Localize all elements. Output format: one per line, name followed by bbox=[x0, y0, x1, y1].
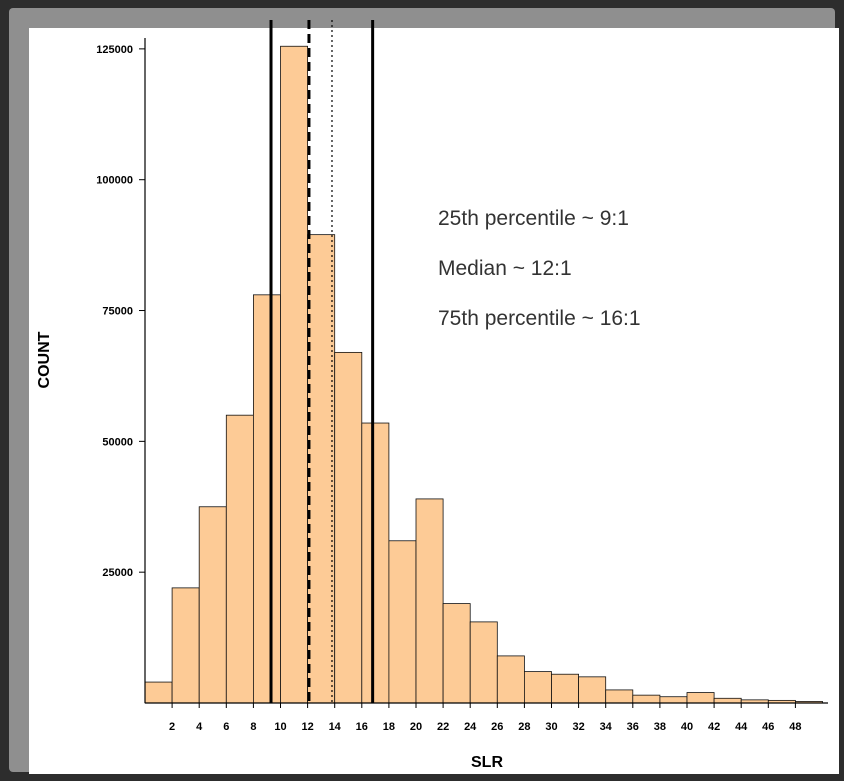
y-tick-label: 75000 bbox=[102, 306, 133, 318]
bar-22 bbox=[713, 697, 742, 704]
x-tick-label: 48 bbox=[789, 721, 801, 733]
x-axis-title: SLR bbox=[471, 754, 503, 771]
annotation-median: Median ~ 12:1 bbox=[438, 257, 572, 280]
annotation-25th-percentile: 25th percentile ~ 9:1 bbox=[438, 207, 629, 230]
bar-21 bbox=[686, 692, 715, 704]
bar-20 bbox=[659, 696, 688, 704]
x-tick-label: 44 bbox=[735, 721, 748, 733]
chart-panel bbox=[9, 8, 839, 774]
bar-17 bbox=[578, 676, 607, 704]
x-tick-label: 16 bbox=[356, 721, 368, 733]
bar-8 bbox=[334, 351, 363, 704]
x-tick-label: 2 bbox=[169, 721, 175, 733]
ticks-group: 2 4 6 8 10 12 14 16 18 20 22 24 26 28 30 32 34 36 38 40 42 44… bbox=[96, 44, 801, 733]
bar-15 bbox=[524, 671, 552, 704]
x-tick-label: 6 bbox=[223, 721, 229, 733]
x-tick-label: 40 bbox=[681, 721, 693, 733]
annotation-75th-percentile: 75th percentile ~ 16:1 bbox=[438, 307, 641, 330]
y-tick-label: 100000 bbox=[96, 175, 133, 187]
bar-13 bbox=[469, 621, 498, 704]
bar-2 bbox=[171, 587, 200, 704]
x-tick-label: 38 bbox=[654, 721, 666, 733]
bar-6 bbox=[280, 45, 309, 704]
reference-lines-group bbox=[269, 20, 375, 703]
x-tick-label: 14 bbox=[329, 721, 342, 733]
bar-5 bbox=[252, 294, 281, 704]
bar-19 bbox=[632, 694, 661, 704]
bars-group bbox=[144, 45, 823, 704]
x-tick-label: 36 bbox=[627, 721, 639, 733]
bar-18 bbox=[605, 689, 634, 704]
x-tick-label: 20 bbox=[410, 721, 422, 733]
bar-12 bbox=[442, 603, 471, 704]
bar-3 bbox=[198, 506, 227, 704]
bar-16 bbox=[551, 673, 580, 704]
x-tick-label: 34 bbox=[600, 721, 613, 733]
bar-11 bbox=[415, 498, 444, 704]
x-tick-label: 4 bbox=[196, 721, 203, 733]
bar-4 bbox=[225, 414, 254, 704]
x-tick-label: 24 bbox=[464, 721, 477, 733]
x-tick-label: 22 bbox=[437, 721, 449, 733]
y-tick-label: 25000 bbox=[102, 567, 133, 579]
y-tick-label: 125000 bbox=[96, 44, 133, 56]
x-tick-label: 42 bbox=[708, 721, 720, 733]
x-tick-label: 10 bbox=[274, 721, 286, 733]
bar-10 bbox=[388, 540, 417, 704]
bar-9 bbox=[361, 422, 390, 704]
x-tick-label: 46 bbox=[762, 721, 774, 733]
x-tick-label: 8 bbox=[250, 721, 256, 733]
x-tick-label: 32 bbox=[572, 721, 584, 733]
x-tick-label: 18 bbox=[383, 721, 395, 733]
x-tick-label: 30 bbox=[545, 721, 557, 733]
x-tick-label: 12 bbox=[301, 721, 313, 733]
y-axis-title: COUNT bbox=[36, 331, 53, 388]
bar-7 bbox=[307, 234, 336, 704]
y-tick-label: 50000 bbox=[102, 436, 133, 448]
x-tick-label: 26 bbox=[491, 721, 503, 733]
x-tick-label: 28 bbox=[518, 721, 530, 733]
bar-1 bbox=[144, 681, 173, 704]
bar-14 bbox=[496, 655, 525, 704]
